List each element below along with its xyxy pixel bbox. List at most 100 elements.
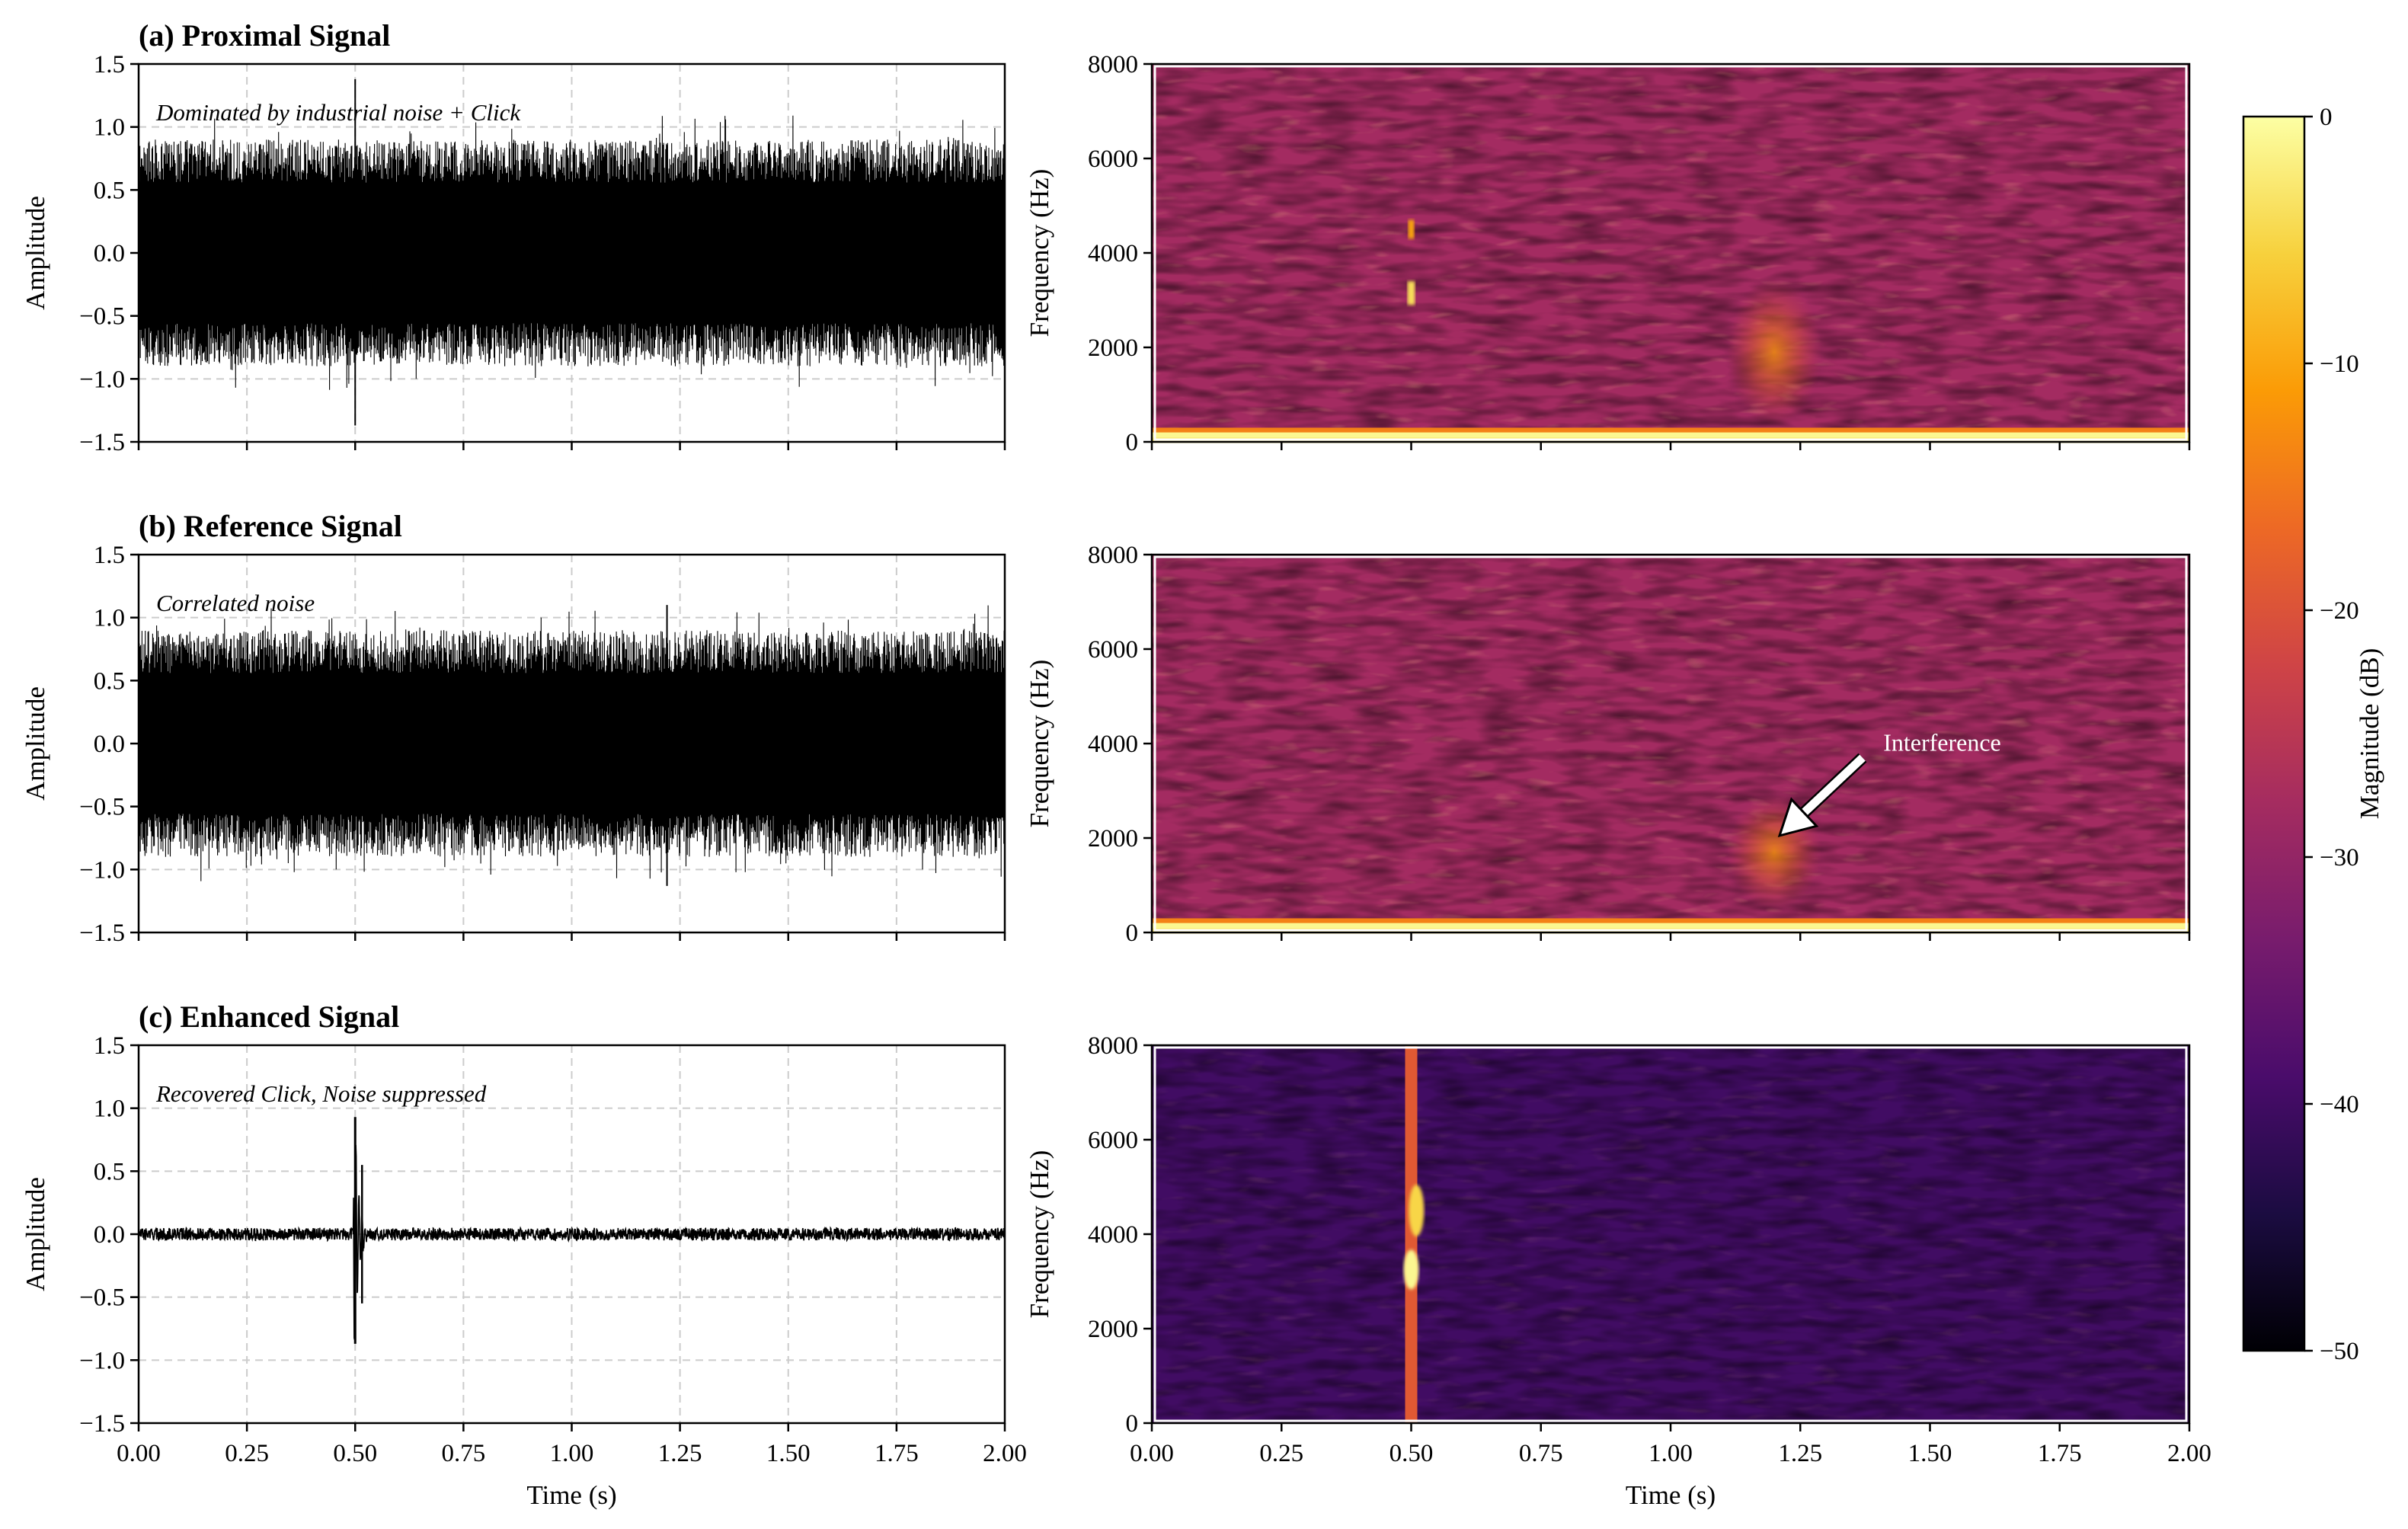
y-tick-label: 0.5 — [94, 667, 125, 695]
signal-trace — [138, 605, 1006, 881]
x-tick-label: 0.00 — [1130, 1440, 1174, 1467]
y-tick-label: 8000 — [1088, 542, 1138, 569]
y-tick-label: 2000 — [1088, 1316, 1138, 1343]
spectrogram-noise-light — [1152, 555, 2189, 932]
y-tick-label: 0.5 — [94, 1158, 125, 1185]
y-tick-label: −1.5 — [79, 429, 125, 456]
panel-b-spectrogram: 8000 6000 4000 2000 0 Frequency (Hz) Interfere… — [1025, 542, 2191, 947]
y-tick-label: −1.0 — [79, 366, 125, 393]
y-tick-label: 6000 — [1088, 146, 1138, 173]
colorbar-tick-label: −10 — [2320, 350, 2359, 378]
panel-c: 1.5 1.0 0.5 0.0 −0.5 −1.0 −1.50.00 0.25 0.50 0.75… — [21, 1000, 1027, 1510]
y-axis-label: Frequency (Hz) — [1025, 169, 1054, 337]
click-energy — [1409, 1185, 1425, 1236]
y-tick-label: 0 — [1126, 1410, 1139, 1438]
x-tick-label: 2.00 — [983, 1440, 1027, 1467]
x-tick-label: 1.00 — [1649, 1440, 1693, 1467]
y-tick-label: 6000 — [1088, 1127, 1138, 1154]
y-tick-label: −1.0 — [79, 856, 125, 884]
plot-inner-border — [1153, 65, 2188, 441]
x-tick-label: 1.50 — [1908, 1440, 1952, 1467]
y-tick-label: 1.0 — [94, 1096, 125, 1123]
y-tick-label: 8000 — [1088, 51, 1138, 78]
arrow-shaft — [1801, 754, 1866, 816]
panel-c-spectrogram: 8000 6000 4000 2000 00.00 0.25 0.50 0.75 1.00 1.2… — [1025, 1032, 2211, 1510]
panel-annotation: Recovered Click, Noise suppressed — [155, 1080, 487, 1107]
colorbar-tick-label: −40 — [2320, 1091, 2359, 1118]
x-tick-label: 0.00 — [117, 1440, 161, 1467]
x-tick-label: 1.75 — [875, 1440, 919, 1467]
y-tick-label: 6000 — [1088, 636, 1138, 664]
panel-b: 1.5 1.0 0.5 0.0 −0.5 −1.0 −1.5 Amplitude (b) Ref… — [21, 509, 1006, 947]
y-tick-label: 2000 — [1088, 334, 1138, 362]
click-column — [1405, 1045, 1418, 1423]
colorbar-label: Magnitude (dB) — [2355, 648, 2384, 820]
x-tick-label: 1.25 — [658, 1440, 702, 1467]
colorbar-tick-label: −50 — [2320, 1338, 2359, 1365]
x-tick-label: 1.00 — [550, 1440, 594, 1467]
click-energy — [1408, 219, 1415, 239]
y-tick-label: 1.0 — [94, 114, 125, 142]
interference-blob — [1727, 280, 1822, 425]
arrow-head — [1777, 797, 1819, 838]
y-axis-label: Frequency (Hz) — [1025, 660, 1054, 828]
y-tick-label: −1.5 — [79, 920, 125, 947]
y-axis-label: Amplitude — [21, 686, 50, 801]
y-tick-label: 0.0 — [94, 731, 125, 758]
tonal-line — [1152, 432, 2189, 438]
colorbar-tick-label: −30 — [2320, 844, 2359, 872]
y-tick-label: 0.0 — [94, 1221, 125, 1249]
x-tick-label: 0.50 — [333, 1440, 377, 1467]
x-tick-label: 0.50 — [1389, 1440, 1434, 1467]
y-tick-label: 1.5 — [94, 542, 125, 569]
spectrogram-noise-light — [1152, 64, 2189, 442]
x-axis-label: Time (s) — [1626, 1480, 1716, 1510]
plot-inner-border — [1153, 555, 2188, 932]
tonal-line — [1152, 923, 2189, 929]
annotation-label: Interference — [1883, 728, 2001, 756]
x-tick-label: 0.25 — [1259, 1440, 1303, 1467]
x-tick-label: 2.00 — [2167, 1440, 2211, 1467]
y-tick-label: 4000 — [1088, 240, 1138, 267]
colorbar-tick-label: −20 — [2320, 597, 2359, 625]
y-tick-label: 1.5 — [94, 1032, 125, 1060]
panel-title: (c) Enhanced Signal — [139, 1000, 399, 1034]
y-tick-label: −1.5 — [79, 1410, 125, 1438]
panel-annotation: Correlated noise — [156, 590, 315, 616]
signal-trace — [138, 1144, 1006, 1340]
x-tick-label: 1.75 — [2038, 1440, 2082, 1467]
y-tick-label: 0.0 — [94, 240, 125, 267]
x-tick-label: 0.25 — [225, 1440, 269, 1467]
x-tick-label: 0.75 — [1519, 1440, 1563, 1467]
panel-a: 1.5 1.0 0.5 0.0 −0.5 −1.0 −1.5 Amplitude (a) Pro… — [21, 18, 1006, 456]
y-tick-label: 0 — [1126, 429, 1139, 456]
colorbar — [2242, 115, 2306, 1352]
panel-annotation: Dominated by industrial noise + Click — [155, 99, 521, 126]
panel-a-spectrogram: 8000 6000 4000 2000 0 Frequency (Hz) — [1025, 51, 2191, 456]
panel-title: (a) Proximal Signal — [139, 18, 390, 53]
y-axis-label: Amplitude — [21, 196, 50, 310]
y-tick-label: −0.5 — [79, 1284, 125, 1312]
colorbar-tick-label: 0 — [2320, 104, 2333, 131]
y-tick-label: 0 — [1126, 920, 1139, 947]
spectrogram-noise-light — [1152, 1045, 2189, 1423]
y-axis-label: Amplitude — [21, 1177, 50, 1291]
y-tick-label: 1.5 — [94, 51, 125, 78]
y-axis-label: Frequency (Hz) — [1025, 1150, 1054, 1319]
y-tick-label: 0.5 — [94, 177, 125, 204]
click-energy — [1407, 281, 1415, 305]
x-tick-label: 0.75 — [442, 1440, 486, 1467]
y-tick-label: −0.5 — [79, 303, 125, 331]
y-tick-label: −1.0 — [79, 1347, 125, 1374]
y-tick-label: 8000 — [1088, 1032, 1138, 1060]
plot-inner-border — [1153, 1046, 2188, 1422]
click-energy — [1403, 1249, 1419, 1290]
signal-trace — [138, 115, 1006, 390]
x-tick-label: 1.25 — [1778, 1440, 1822, 1467]
y-tick-label: −0.5 — [79, 794, 125, 821]
y-tick-label: 4000 — [1088, 731, 1138, 758]
y-tick-label: 1.0 — [94, 605, 125, 632]
x-tick-label: 1.50 — [766, 1440, 811, 1467]
panel-title: (b) Reference Signal — [139, 509, 402, 543]
